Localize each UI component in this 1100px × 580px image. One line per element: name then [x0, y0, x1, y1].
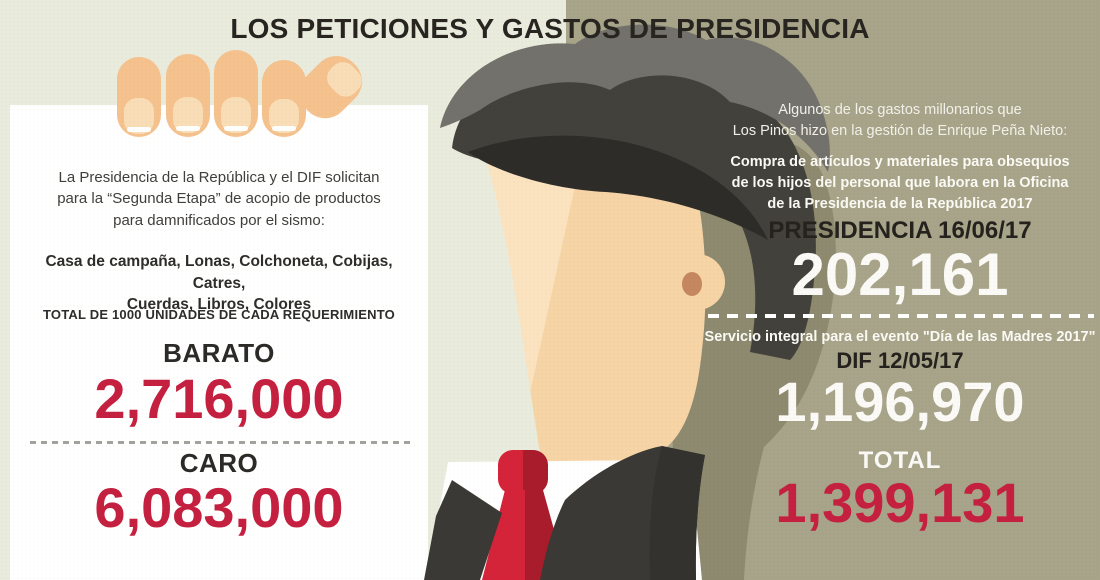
expense1-description: Compra de artículos y materiales para ob…: [730, 154, 1070, 213]
cheap-value: 2,716,000: [94, 367, 344, 430]
expensive-value: 6,083,000: [94, 476, 344, 539]
expense2-source-date: DIF 12/05/17: [836, 348, 964, 373]
expense1-amount: 202,161: [791, 241, 1009, 308]
expensive-label: CARO: [179, 448, 259, 478]
petition-total-note: TOTAL DE 1000 UNIDADES DE CADA REQUERIMI…: [43, 307, 395, 322]
expenses-intro-text: Algunos de los gastos millonarios que Lo…: [732, 102, 1068, 140]
expense2-description: Servicio integral para el evento "Día de…: [704, 329, 1096, 345]
card-dashed-divider: [30, 441, 410, 444]
expense2-amount: 1,196,970: [775, 370, 1025, 433]
page-title: LOS PETICIONES Y GASTOS DE PRESIDENCIA: [230, 13, 870, 44]
petition-items-text: Casa de campaña, Lonas, Colchoneta, Cobi…: [45, 253, 393, 314]
petition-card: La Presidencia de la República y el DIF …: [10, 105, 428, 580]
panel-dashed-divider: [708, 314, 1094, 318]
cheap-label: BARATO: [163, 338, 275, 368]
total-label: TOTAL: [858, 447, 942, 474]
total-amount: 1,399,131: [775, 471, 1025, 534]
petition-intro-text: La Presidencia de la República y el DIF …: [57, 169, 381, 229]
expenses-panel: Algunos de los gastos millonarios que Lo…: [700, 0, 1100, 580]
